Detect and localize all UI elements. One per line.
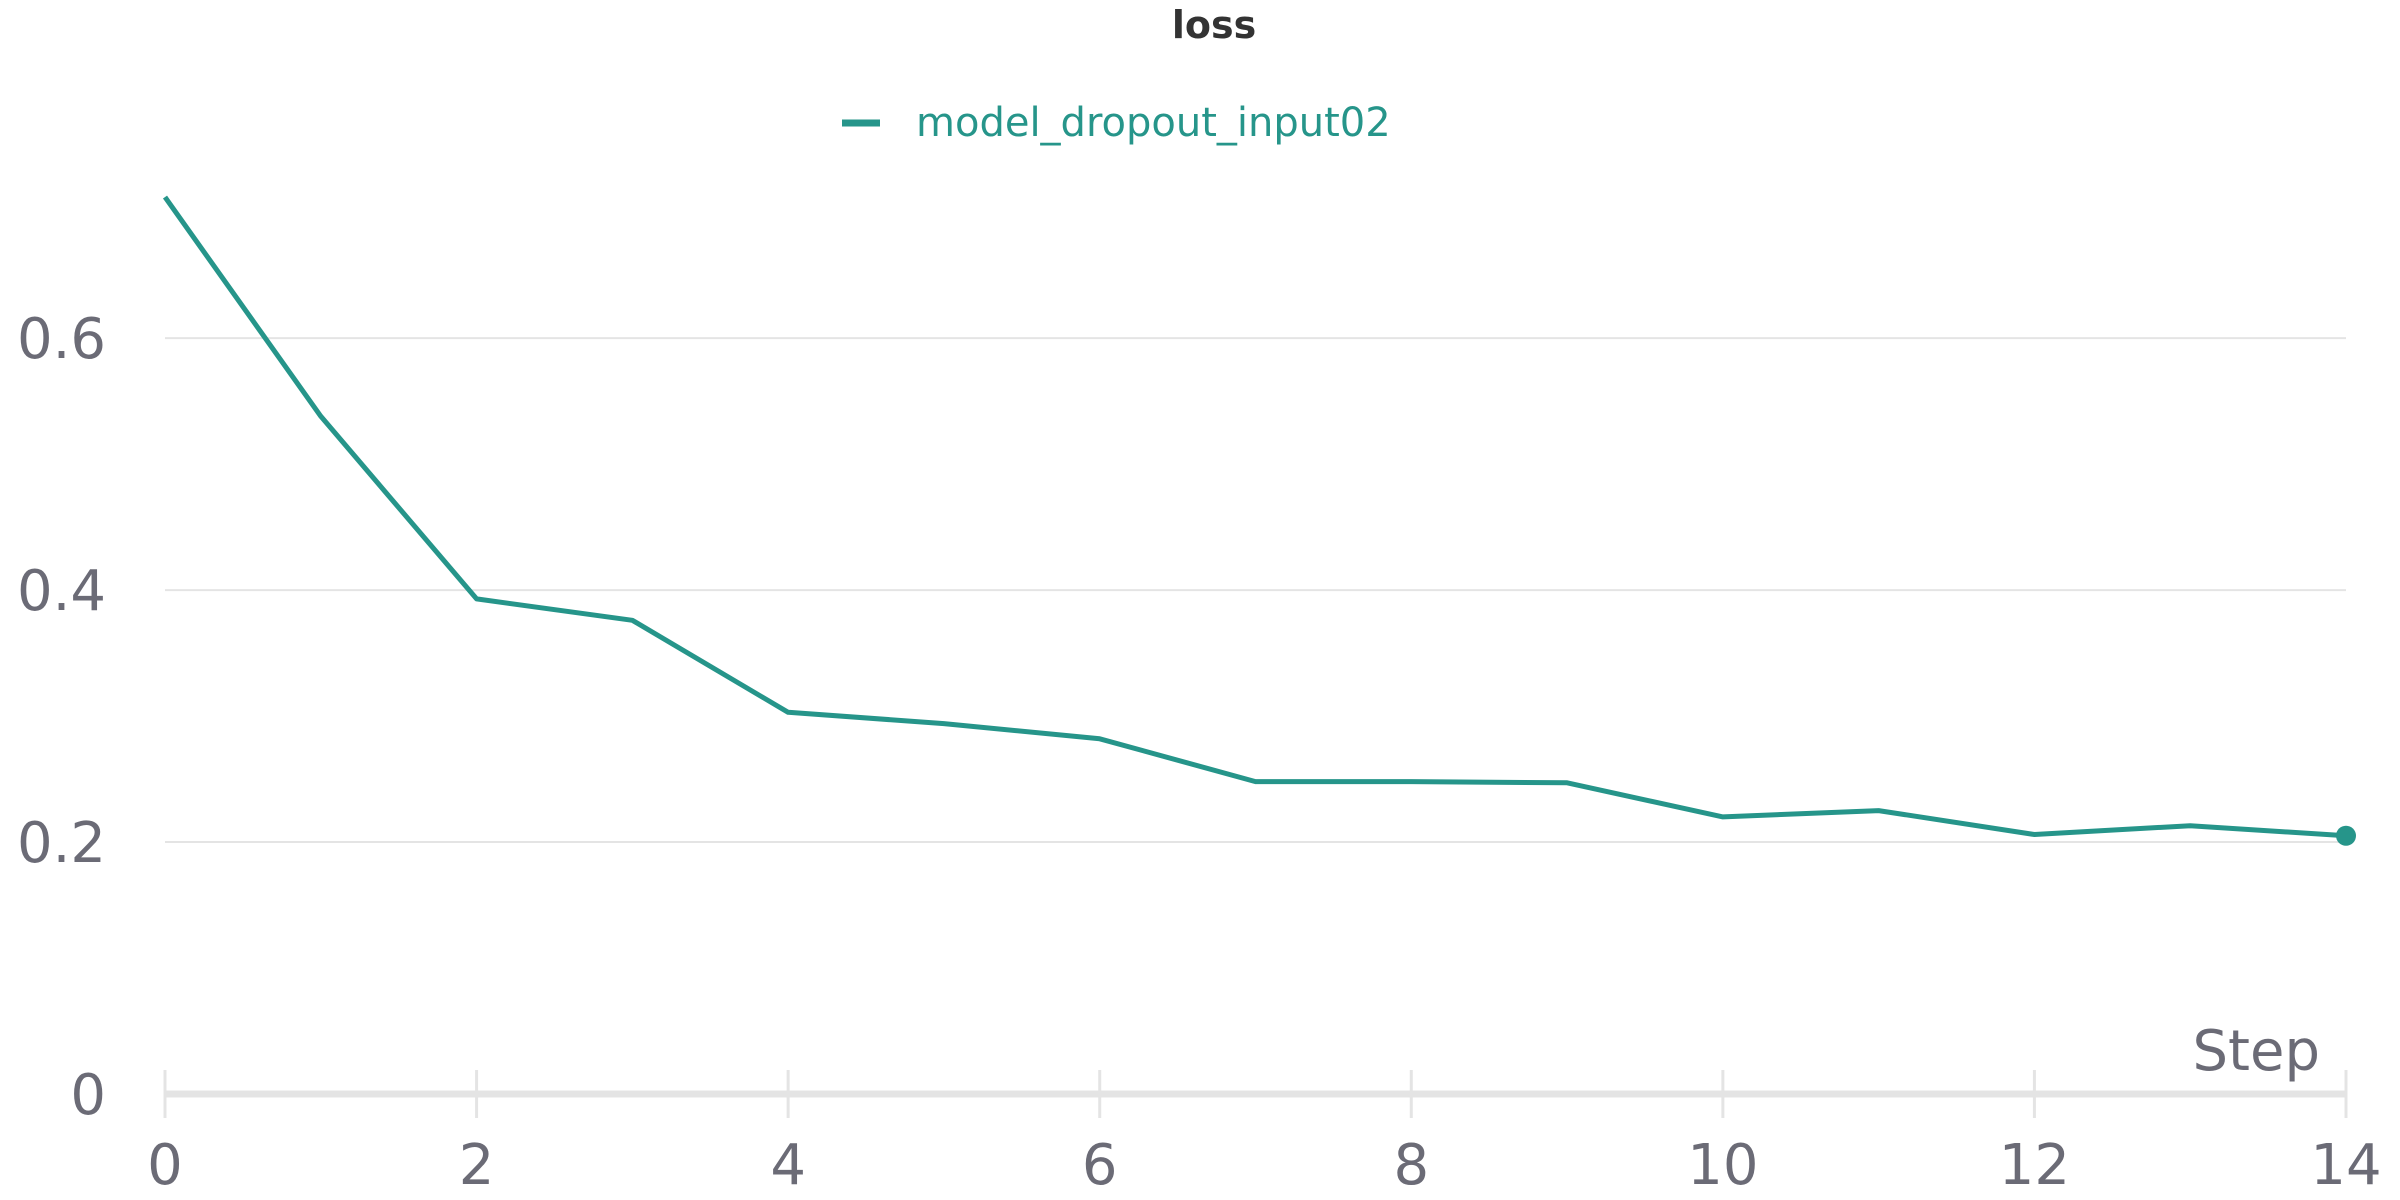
- y-axis-tick-labels: 0 0.2 0.4 0.6: [17, 307, 106, 1128]
- series-line-0[interactable]: [162, 195, 2347, 839]
- x-axis: [163, 1070, 2348, 1118]
- x-axis-label: Step: [2192, 1019, 2320, 1084]
- grid-lines: [165, 337, 2346, 844]
- x-tick-label: 8: [1393, 1133, 1429, 1198]
- x-tick-label: 10: [1687, 1133, 1758, 1198]
- x-tick-label: 0: [147, 1133, 183, 1198]
- x-tick-label: 12: [1999, 1133, 2070, 1198]
- y-tick-label: 0.2: [17, 811, 106, 876]
- y-tick-label: 0: [70, 1063, 106, 1128]
- legend-label: model_dropout_input02: [916, 100, 1391, 146]
- legend[interactable]: model_dropout_input02: [842, 100, 1391, 146]
- x-tick-label: 4: [770, 1133, 806, 1198]
- x-tick-label: 14: [2310, 1133, 2381, 1198]
- chart-title: loss: [1172, 3, 1256, 47]
- x-tick-label: 6: [1082, 1133, 1118, 1198]
- x-tick-label: 2: [459, 1133, 495, 1198]
- x-axis-tick-labels: 0 2 4 6 8 10 12 14: [147, 1133, 2381, 1198]
- y-tick-label: 0.6: [17, 307, 106, 372]
- series-layer: [162, 195, 2356, 846]
- series-last-point[interactable]: [2336, 825, 2356, 846]
- y-tick-label: 0.4: [17, 559, 106, 624]
